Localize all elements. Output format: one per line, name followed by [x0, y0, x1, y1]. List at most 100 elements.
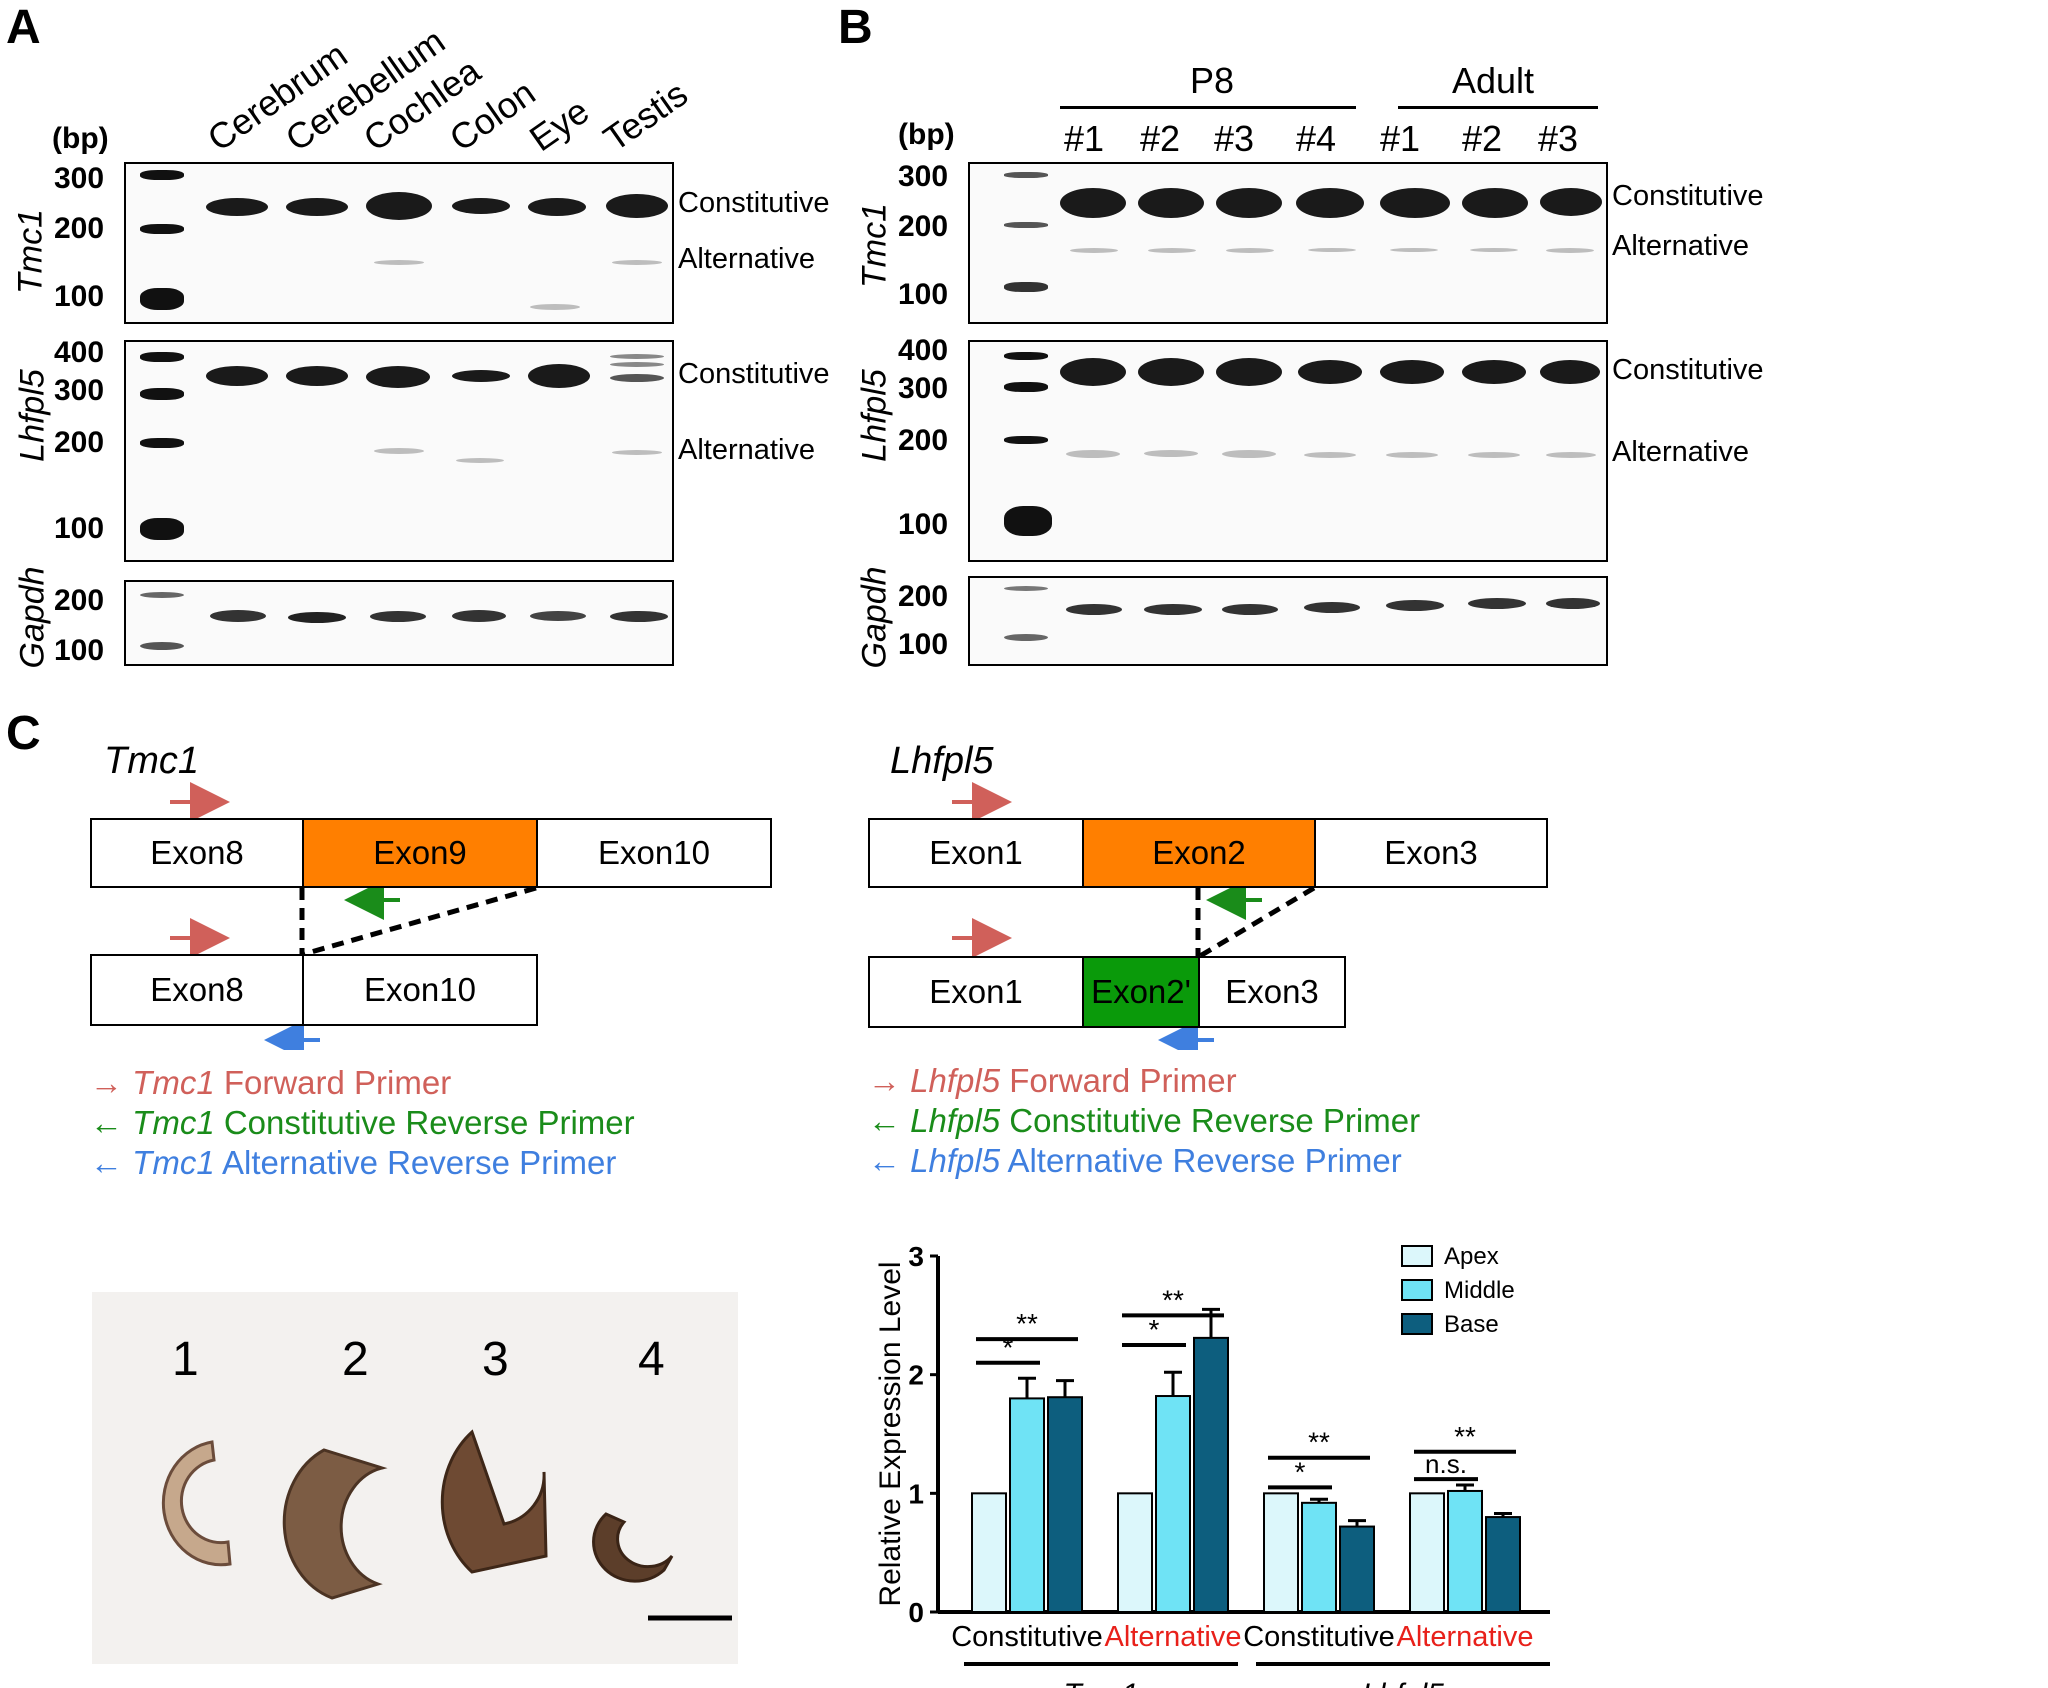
y-tick-label: 3: [908, 1241, 924, 1272]
y-axis-label: Relative Expression Level: [874, 1261, 907, 1606]
legend-row: ← Tmc1 Constitutive Reverse Primer: [90, 1104, 635, 1144]
legend-gene: Tmc1: [132, 1144, 215, 1181]
bar-apex: [1263, 1492, 1299, 1614]
bar-base: [1339, 1525, 1375, 1613]
gel-band: [530, 611, 586, 621]
gel-band: [1138, 358, 1204, 386]
panel-label-c: C: [6, 707, 41, 760]
gel-band: [288, 612, 346, 623]
gel-band-faint: [374, 448, 424, 454]
gel-band-faint: [1308, 248, 1356, 252]
tmc1-exon9: Exon9: [302, 818, 538, 888]
arrow-right-icon: →: [868, 1062, 911, 1099]
lhfpl5-alt-exon3: Exon3: [1198, 956, 1346, 1028]
panel-a-tick: 200: [54, 426, 105, 459]
gel-band: [610, 611, 668, 622]
gel-band: [1066, 604, 1122, 615]
tmc1-exon10: Exon10: [536, 818, 772, 888]
gel-band: [1380, 188, 1450, 218]
panel-a-tmc1-constitutive: Constitutive: [678, 187, 830, 219]
bar-base: [1485, 1516, 1521, 1614]
legend-text: Constitutive Reverse Primer: [1000, 1102, 1421, 1139]
legend-label: Apex: [1444, 1243, 1499, 1270]
cochlea-section-1: [161, 1440, 232, 1567]
gel-band: [1462, 360, 1526, 384]
panel-b-tick: 100: [898, 628, 949, 661]
gel-b-gapdh: [968, 576, 1608, 666]
lhfpl5-alt-exon1: Exon1: [868, 956, 1084, 1028]
panel-label-b: B: [838, 1, 873, 54]
significance-label: **: [1162, 1284, 1184, 1315]
legend-text: Alternative Reverse Primer: [214, 1144, 617, 1181]
cochlea-section-2: [282, 1448, 388, 1600]
gel-band: [206, 198, 268, 216]
lhfpl5-exon2: Exon2: [1082, 818, 1316, 888]
bar-middle: [1447, 1489, 1483, 1613]
lhfpl5-alt-exon2-prime: Exon2': [1082, 956, 1200, 1028]
gel-band-faint: [1546, 452, 1596, 458]
photo-label: 3: [482, 1333, 509, 1386]
gel-band: [1468, 598, 1526, 609]
legend-gene: Tmc1: [132, 1104, 215, 1141]
y-tick-label: 1: [908, 1478, 924, 1509]
gel-band: [1060, 188, 1126, 218]
significance-label: **: [1308, 1427, 1330, 1458]
panel-a-bp-label: (bp): [52, 122, 109, 155]
category-label: Constitutive: [951, 1621, 1103, 1653]
significance-label: *: [1003, 1332, 1014, 1363]
panel-b-tick: 200: [898, 210, 949, 243]
panel-a-tick: 300: [54, 162, 105, 195]
gel-b-tmc1: [968, 162, 1608, 324]
panel-a-tick: 100: [54, 280, 105, 313]
bar-base: [1193, 1336, 1229, 1613]
gel-band: [606, 194, 668, 218]
gel-band: [210, 610, 266, 622]
gel-band-faint: [612, 260, 662, 265]
gel-band: [366, 366, 430, 388]
gel-band: [1216, 188, 1282, 218]
gel-band-faint: [530, 304, 580, 310]
panel-b-tick: 100: [898, 278, 949, 311]
category-label: Alternative: [1104, 1621, 1241, 1653]
splice-line: [1198, 885, 1316, 959]
bar-apex: [971, 1492, 1007, 1614]
ladder-band: [1004, 282, 1048, 292]
legend-gene: Lhfpl5: [910, 1102, 1001, 1139]
panel-a-tick: 100: [54, 634, 105, 667]
tmc1-primer-legend: → Tmc1 Forward Primer ← Tmc1 Constitutive…: [90, 1064, 635, 1184]
gel-band: [366, 192, 432, 220]
gel-band: [1060, 358, 1126, 386]
arrow-left-icon: ←: [90, 1104, 133, 1141]
legend-swatch: [1401, 1245, 1433, 1267]
lhfpl5-diagram: [952, 782, 1316, 1050]
panel-b-tick: 200: [898, 580, 949, 613]
significance-label: *: [1149, 1314, 1160, 1345]
ladder-band: [140, 352, 184, 362]
lhfpl5-diagram-title: Lhfpl5: [890, 740, 994, 782]
panel-b-tick: 200: [898, 424, 949, 457]
legend-swatch: [1401, 1279, 1433, 1301]
ladder-band: [140, 518, 184, 540]
legend-label: Base: [1444, 1311, 1499, 1338]
panel-b-bp-label: (bp): [898, 118, 955, 151]
splice-line: [303, 885, 537, 957]
significance-label: *: [1295, 1456, 1306, 1487]
ladder-band: [1004, 382, 1048, 392]
gel-band: [370, 611, 426, 622]
bar-middle: [1009, 1397, 1045, 1613]
photo-label: 1: [172, 1333, 199, 1386]
photo-label: 4: [638, 1333, 665, 1386]
panel-b-lane-label: #1: [1064, 118, 1105, 159]
bar-middle: [1301, 1501, 1337, 1613]
legend-row: ← Lhfpl5 Constitutive Reverse Primer: [868, 1102, 1420, 1142]
legend-row: ← Tmc1 Alternative Reverse Primer: [90, 1144, 635, 1184]
tmc1-diagram-title: Tmc1: [104, 740, 199, 782]
gel-band: [452, 610, 506, 622]
panel-b-lane-label: #2: [1462, 118, 1503, 159]
arrow-left-icon: ←: [868, 1142, 911, 1179]
gel-band: [1298, 360, 1362, 384]
ladder-band: [140, 592, 184, 598]
panel-a-lhfpl5-alternative: Alternative: [678, 434, 816, 466]
significance-label: **: [1454, 1421, 1476, 1452]
